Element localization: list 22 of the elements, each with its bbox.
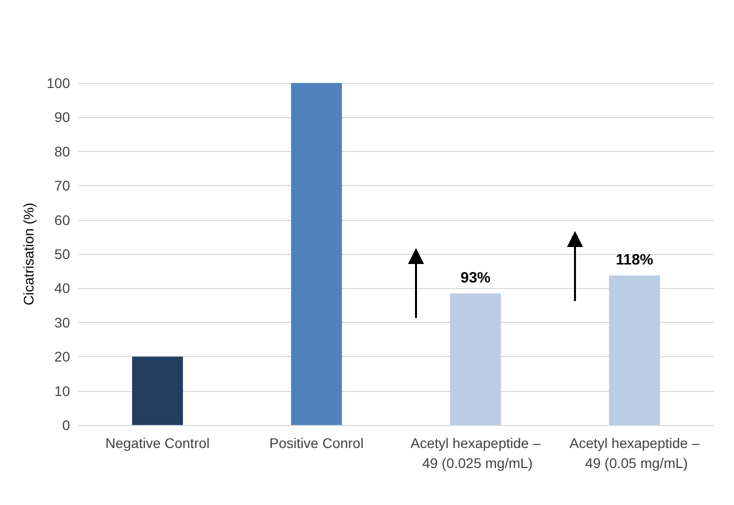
bar — [450, 293, 501, 425]
annotation: 93% — [460, 269, 491, 286]
bar — [132, 356, 183, 425]
y-tick-label: 100 — [46, 75, 70, 91]
bar — [291, 83, 342, 425]
y-tick-label: 30 — [54, 314, 70, 330]
y-tick-label: 10 — [54, 382, 70, 399]
x-tick-label: Positive Conrol — [269, 435, 364, 451]
y-tick-label: 0 — [62, 417, 70, 433]
bar — [609, 276, 660, 425]
y-axis-title: Cicatrisation (%) — [20, 202, 37, 306]
annotation: 118% — [616, 252, 654, 269]
x-tick-label: Negative Control — [105, 435, 210, 451]
y-tick-label: 50 — [54, 246, 70, 262]
y-tick-label: 70 — [54, 178, 70, 194]
y-tick-label: 20 — [54, 348, 70, 365]
y-tick-label: 90 — [54, 109, 70, 126]
y-tick-label: 80 — [54, 143, 70, 160]
y-tick-label: 60 — [54, 212, 70, 228]
x-tick-label: Acetyl hexapeptide – 49 (0.025 mg/mL) — [410, 435, 541, 471]
y-tick-label: 40 — [54, 280, 70, 296]
x-tick-label: Acetyl hexapeptide – 49 (0.05 mg/mL) — [570, 435, 700, 471]
